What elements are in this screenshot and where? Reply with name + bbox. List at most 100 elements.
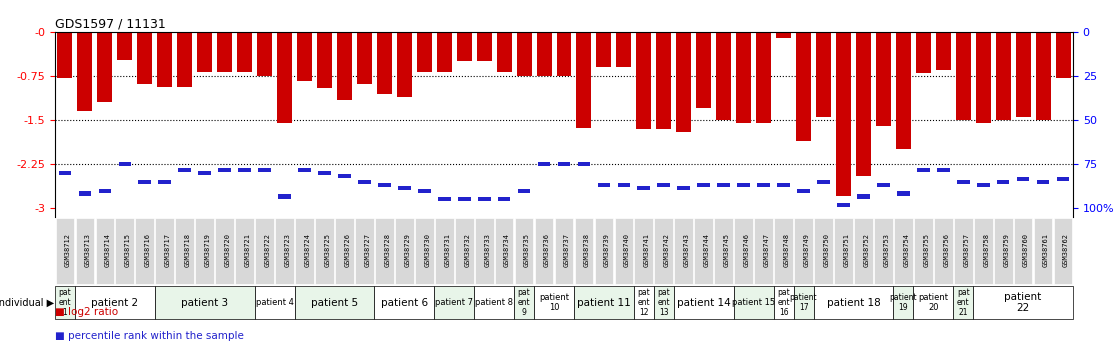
Bar (217, 32, 233, 72)
Text: GSM38739: GSM38739 (604, 233, 610, 267)
Text: pat
ent
12: pat ent 12 (637, 288, 651, 317)
Text: GSM38761: GSM38761 (1043, 233, 1049, 267)
Text: GSM38728: GSM38728 (385, 233, 390, 267)
FancyBboxPatch shape (55, 286, 75, 319)
FancyBboxPatch shape (455, 218, 474, 284)
Bar (297, 32, 312, 81)
Text: patient
19: patient 19 (890, 293, 917, 312)
FancyBboxPatch shape (1034, 218, 1052, 284)
Text: GSM38723: GSM38723 (285, 233, 291, 267)
Bar (1057, 177, 1070, 181)
Text: GSM38740: GSM38740 (624, 233, 629, 267)
Bar (875, 32, 891, 126)
FancyBboxPatch shape (475, 218, 493, 284)
Text: GSM38741: GSM38741 (644, 233, 650, 267)
Text: GSM38762: GSM38762 (1063, 233, 1069, 267)
Bar (438, 197, 451, 201)
Bar (318, 32, 332, 88)
Bar (218, 168, 231, 172)
FancyBboxPatch shape (375, 286, 434, 319)
FancyBboxPatch shape (954, 286, 973, 319)
Bar (458, 197, 471, 201)
FancyBboxPatch shape (514, 218, 533, 284)
FancyBboxPatch shape (115, 218, 134, 284)
Bar (278, 194, 291, 198)
FancyBboxPatch shape (735, 218, 754, 284)
Text: patient
20: patient 20 (918, 293, 948, 312)
FancyBboxPatch shape (674, 286, 733, 319)
Bar (1036, 180, 1050, 184)
Bar (796, 32, 811, 141)
Bar (957, 180, 969, 184)
Text: ■ percentile rank within the sample: ■ percentile rank within the sample (55, 331, 244, 341)
Bar (77, 32, 93, 111)
Bar (119, 162, 131, 166)
Bar (437, 32, 452, 72)
FancyBboxPatch shape (176, 218, 195, 284)
Text: GSM38716: GSM38716 (145, 233, 151, 267)
Bar (337, 32, 352, 100)
FancyBboxPatch shape (854, 218, 873, 284)
Text: GSM38756: GSM38756 (944, 233, 949, 267)
FancyBboxPatch shape (375, 218, 394, 284)
Text: GSM38757: GSM38757 (964, 233, 969, 267)
Text: GSM38743: GSM38743 (684, 233, 690, 267)
FancyBboxPatch shape (75, 286, 154, 319)
Text: GSM38727: GSM38727 (364, 233, 370, 267)
FancyBboxPatch shape (135, 218, 154, 284)
Bar (237, 32, 253, 72)
FancyBboxPatch shape (874, 218, 893, 284)
Text: GSM38717: GSM38717 (164, 233, 171, 267)
FancyBboxPatch shape (674, 218, 693, 284)
Bar (496, 32, 512, 72)
FancyBboxPatch shape (95, 218, 114, 284)
Bar (936, 32, 950, 70)
Bar (277, 32, 292, 123)
Bar (977, 183, 989, 187)
FancyBboxPatch shape (733, 286, 774, 319)
FancyBboxPatch shape (894, 218, 912, 284)
FancyBboxPatch shape (534, 286, 574, 319)
Bar (657, 183, 670, 187)
FancyBboxPatch shape (335, 218, 353, 284)
Text: GSM38721: GSM38721 (245, 233, 250, 267)
Bar (299, 168, 311, 172)
Bar (57, 32, 73, 78)
FancyBboxPatch shape (216, 218, 234, 284)
FancyBboxPatch shape (196, 218, 214, 284)
Text: GSM38729: GSM38729 (405, 233, 410, 267)
Bar (517, 32, 531, 76)
FancyBboxPatch shape (694, 218, 713, 284)
FancyBboxPatch shape (755, 218, 773, 284)
Bar (78, 191, 92, 196)
FancyBboxPatch shape (595, 218, 614, 284)
Bar (397, 32, 411, 97)
FancyBboxPatch shape (235, 218, 254, 284)
FancyBboxPatch shape (714, 218, 733, 284)
Text: GSM38724: GSM38724 (304, 233, 311, 267)
Text: GSM38745: GSM38745 (723, 233, 730, 267)
Bar (197, 32, 212, 72)
FancyBboxPatch shape (834, 218, 853, 284)
Text: GSM38732: GSM38732 (464, 233, 471, 267)
Bar (377, 32, 391, 93)
FancyBboxPatch shape (295, 218, 314, 284)
Bar (996, 32, 1011, 120)
Bar (997, 180, 1010, 184)
Text: GSM38722: GSM38722 (265, 233, 271, 267)
Text: GSM38748: GSM38748 (784, 233, 789, 267)
Bar (238, 168, 250, 172)
FancyBboxPatch shape (794, 218, 813, 284)
FancyBboxPatch shape (534, 218, 553, 284)
Text: GSM38712: GSM38712 (65, 233, 70, 267)
Bar (596, 32, 612, 67)
Text: GSM38750: GSM38750 (824, 233, 830, 267)
Text: patient 8: patient 8 (475, 298, 513, 307)
Bar (836, 32, 851, 196)
Text: pat
ent
16: pat ent 16 (777, 288, 790, 317)
FancyBboxPatch shape (255, 218, 274, 284)
Text: GSM38760: GSM38760 (1023, 233, 1029, 267)
Text: GSM38744: GSM38744 (703, 233, 710, 267)
Bar (698, 183, 710, 187)
Bar (198, 171, 211, 175)
